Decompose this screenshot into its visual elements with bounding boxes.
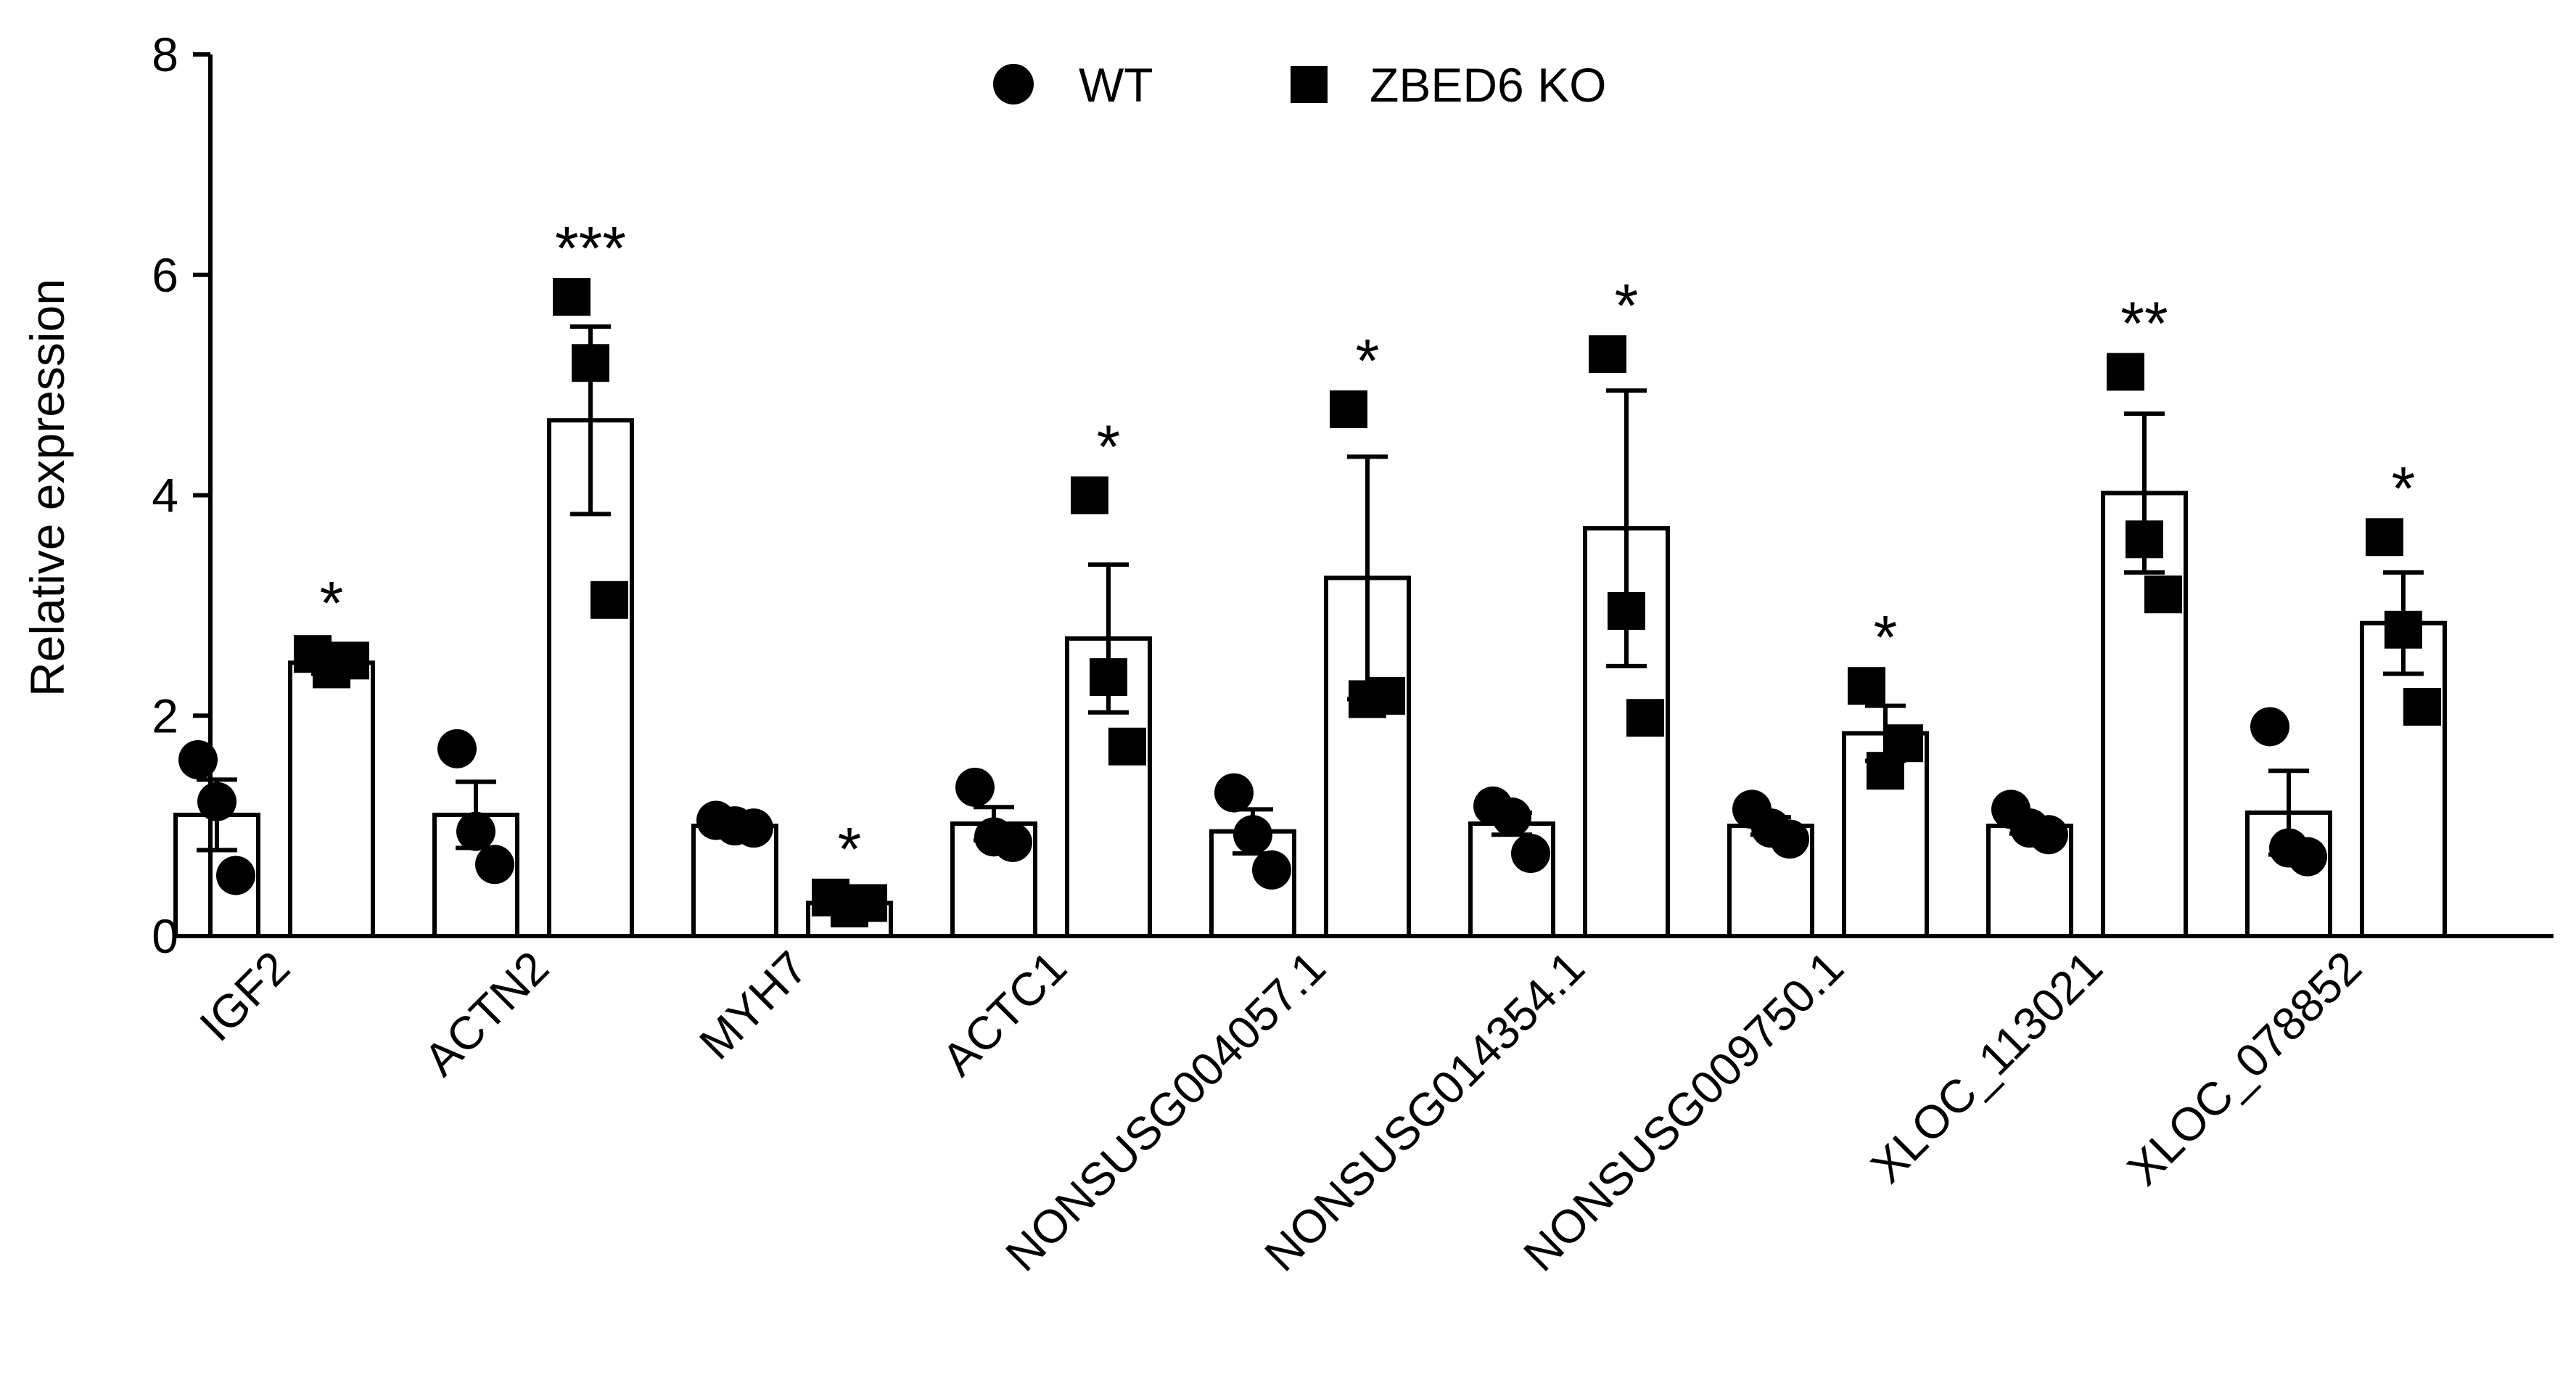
data-point-ko [1071,476,1108,514]
bar-ko [2360,620,2447,938]
data-point-ko [2403,688,2441,726]
x-category-label: ACTC1 [932,941,1077,1086]
data-point-ko [553,278,590,316]
legend-wt-circle-marker [993,64,1034,104]
data-point-ko [1608,591,1645,630]
x-category-label: IGF2 [189,941,299,1051]
data-point-wt [178,740,218,779]
data-point-wt [1233,815,1272,855]
data-point-ko [332,641,369,680]
x-labels-layer: IGF2 ACTN2 MYH7 ACTC1NONSUSG004057.1NONSUSG… [189,941,2371,1281]
significance-marker: * [320,569,344,637]
y-ticks-layer: 0 2 4 6 8 [152,28,210,963]
data-point-wt [437,729,477,768]
data-point-ko [590,581,628,619]
data-point-wt [475,845,514,885]
x-category-label: ACTN2 [414,941,559,1086]
data-point-ko [1848,667,1885,705]
error-bars-layer [197,324,2424,911]
data-point-wt [993,822,1032,862]
x-category-label: MYH7 [689,941,818,1070]
data-point-wt [1492,797,1531,837]
significance-marker: * [1356,327,1380,395]
y-tick-label: 6 [152,248,178,302]
data-point-wt [2029,815,2068,855]
data-point-ko [1589,335,1626,374]
data-point-ko [2144,575,2182,614]
x-category-label: XLOC_078852 [2118,941,2371,1195]
data-point-wt [955,767,995,807]
y-axis-label: Relative expression [20,279,74,697]
significance-marker: * [2392,454,2416,522]
data-point-wt [197,782,236,821]
data-point-ko [2366,518,2403,557]
data-point-wt [1214,773,1254,813]
data-point-ko [1330,390,1367,429]
data-point-wt [456,811,495,851]
significance-marker: * [838,815,862,883]
data-point-ko [849,884,887,922]
data-point-wt [216,856,255,895]
data-point-ko [1367,676,1405,715]
bar-ko [288,660,375,938]
legend-wt-label: WT [1079,58,1153,112]
data-point-wt [1770,819,1809,859]
y-tick-label: 2 [152,689,178,742]
significance-marker: *** [555,214,626,282]
data-points-layer [178,278,2441,928]
x-category-label: XLOC_113021 [1861,941,2112,1193]
data-point-wt [1252,850,1291,890]
data-point-ko [2384,610,2422,649]
legend-ko-label: ZBED6 KO [1370,58,1606,112]
data-point-wt [1511,834,1550,874]
data-point-wt [2288,837,2327,877]
data-point-ko [2126,520,2163,559]
significance-marker: * [1615,271,1639,340]
significance-marker: * [1097,413,1121,481]
significance-marker: ** [2120,289,2168,357]
data-point-wt [2250,707,2289,747]
y-tick-label: 0 [152,909,178,963]
legend: WT ZBED6 KO [993,58,1606,112]
significance-marker: * [1874,603,1898,671]
data-point-ko [572,344,609,382]
data-point-ko [1885,724,1923,763]
y-tick-label: 4 [152,469,178,522]
data-point-ko [1108,727,1146,766]
bars-layer [173,418,2447,939]
legend-ko-square-marker [1291,66,1328,103]
significance-layer: ************ [320,214,2416,883]
y-tick-label: 8 [152,28,178,81]
data-point-ko [1626,699,1664,737]
data-point-ko [1090,658,1127,697]
data-point-ko [2107,353,2144,391]
data-point-wt [734,808,773,848]
